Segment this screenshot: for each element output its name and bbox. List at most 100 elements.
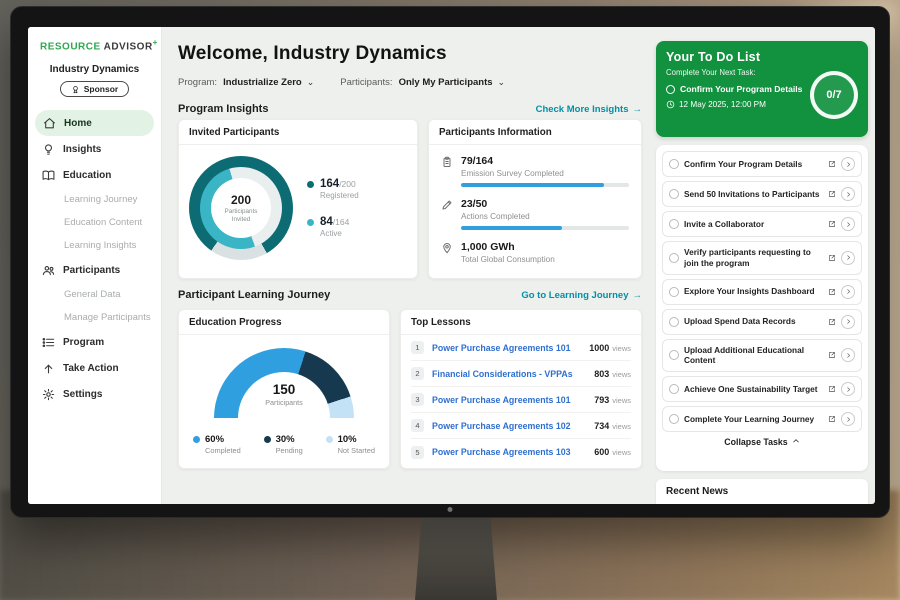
- progress-bar-fill: [461, 183, 604, 187]
- sidebar-item-education-content[interactable]: Education Content: [28, 211, 161, 234]
- chevron-right-icon[interactable]: [841, 250, 855, 265]
- arrow-right-icon: →: [632, 289, 643, 301]
- filter-program[interactable]: Program: Industrialize Zero ⌄: [178, 77, 314, 88]
- gauge-legend-item: 30% Pending: [263, 434, 303, 455]
- gauge-legend: 60% Completed 30% Pending 10% Not Started: [179, 434, 389, 455]
- page-title: Welcome, Industry Dynamics: [178, 43, 447, 64]
- insights-cards-row: Invited Participants 200 Participants In…: [178, 119, 642, 279]
- lesson-link[interactable]: Power Purchase Agreements 101: [432, 394, 571, 405]
- next-task-row[interactable]: Confirm Your Program Details: [666, 84, 816, 94]
- due-date-text: 12 May 2025, 12:00 PM: [679, 100, 766, 109]
- sidebar-item-manage-participants[interactable]: Manage Participants: [28, 306, 161, 329]
- todo-task-row[interactable]: Upload Spend Data Records: [662, 308, 862, 335]
- todo-subtitle: Complete Your Next Task:: [666, 68, 756, 77]
- logo-text-secondary: ADVISOR: [103, 41, 153, 53]
- legend-text: 164/200 Registered: [320, 178, 359, 200]
- participants-information-card: Participants Information 79/164 Emission …: [428, 119, 642, 279]
- monitor-power-led: [447, 507, 453, 512]
- todo-task-row[interactable]: Complete Your Learning Journey: [662, 406, 862, 433]
- chevron-right-icon[interactable]: [841, 284, 855, 299]
- chevron-right-icon[interactable]: [841, 157, 855, 171]
- lesson-link[interactable]: Power Purchase Agreements 102: [432, 420, 571, 431]
- donut-center: 200 Participants Invited: [211, 178, 271, 238]
- todo-panel: Your To Do List Complete Your Next Task:…: [654, 27, 875, 504]
- program-icon: [42, 336, 55, 349]
- stat-row: 79/164 Emission Survey Completed: [441, 155, 629, 187]
- task-checkbox[interactable]: [669, 189, 679, 199]
- legend-value: 30%: [275, 434, 295, 445]
- filter-value: Only My Participants: [398, 77, 493, 88]
- todo-task-list-card: Confirm Your Program Details Send 50 Invi…: [656, 145, 868, 471]
- education-progress-gauge-chart: 150 Participants: [214, 348, 354, 422]
- task-label: Confirm Your Program Details: [684, 158, 803, 169]
- todo-task-row[interactable]: Send 50 Invitations to Participants: [662, 181, 862, 207]
- task-checkbox[interactable]: [669, 159, 679, 169]
- section-title: Participant Learning Journey: [178, 289, 331, 301]
- logo-text-primary: RESOURCE: [40, 41, 101, 53]
- lesson-link[interactable]: Power Purchase Agreements 103: [432, 447, 571, 457]
- legend-value: 60%: [205, 434, 225, 445]
- todo-task-row[interactable]: Confirm Your Program Details: [662, 151, 862, 177]
- lesson-link[interactable]: Financial Considerations - VPPAs: [432, 368, 573, 379]
- lesson-views-suffix: views: [612, 448, 631, 457]
- task-checkbox[interactable]: [669, 252, 679, 263]
- task-checkbox[interactable]: [669, 286, 679, 297]
- insights-icon: [42, 143, 55, 156]
- collapse-tasks-button[interactable]: Collapse Tasks: [662, 437, 862, 447]
- go-to-learning-journey-link[interactable]: Go to Learning Journey →: [521, 289, 643, 301]
- gauge-center-value: 150: [272, 382, 296, 397]
- filter-label: Participants:: [340, 77, 393, 88]
- task-checkbox[interactable]: [669, 384, 679, 395]
- chevron-right-icon[interactable]: [841, 382, 855, 397]
- check-more-insights-link[interactable]: Check More Insights →: [535, 103, 642, 115]
- card-title: Top Lessons: [401, 310, 641, 335]
- task-checkbox[interactable]: [669, 414, 679, 425]
- sidebar-item-education[interactable]: Education: [28, 162, 161, 188]
- lesson-rank: 5: [411, 445, 424, 459]
- sidebar-item-program[interactable]: Program: [28, 329, 161, 355]
- sidebar-item-participants[interactable]: Participants: [28, 257, 161, 283]
- sponsor-badge: Sponsor: [59, 81, 130, 98]
- chevron-right-icon[interactable]: [841, 348, 855, 363]
- sidebar-item-learning-insights[interactable]: Learning Insights: [28, 234, 161, 257]
- progress-bar-track: [461, 183, 629, 187]
- donut-legend: 164/200 Registered 84/164 Active: [307, 156, 359, 260]
- chevron-right-icon[interactable]: [841, 187, 855, 201]
- lesson-row[interactable]: 2 Financial Considerations - VPPAs 803 view…: [411, 361, 631, 387]
- lesson-link[interactable]: Power Purchase Agreements 101: [432, 342, 571, 353]
- sidebar-item-take-action[interactable]: Take Action: [28, 355, 161, 381]
- external-link-icon: [828, 190, 836, 198]
- sidebar-item-learning-journey[interactable]: Learning Journey: [28, 188, 161, 211]
- lesson-row[interactable]: 5 Power Purchase Agreements 103 600 views: [411, 439, 631, 465]
- sidebar-item-label: Manage Participants: [64, 312, 151, 324]
- app-logo: RESOURCE ADVISOR+: [40, 38, 161, 52]
- task-checkbox[interactable]: [669, 219, 679, 229]
- sidebar-item-general-data[interactable]: General Data: [28, 283, 161, 306]
- todo-task-row[interactable]: Invite a Collaborator: [662, 211, 862, 237]
- external-link-icon: [828, 288, 836, 296]
- lesson-row[interactable]: 1 Power Purchase Agreements 101 1000 views: [411, 335, 631, 361]
- sidebar-item-label: Home: [64, 117, 92, 129]
- todo-task-row[interactable]: Explore Your Insights Dashboard: [662, 278, 862, 305]
- lesson-row[interactable]: 3 Power Purchase Agreements 101 793 views: [411, 387, 631, 413]
- task-checkbox[interactable]: [669, 350, 679, 361]
- task-checkbox[interactable]: [669, 316, 679, 327]
- sidebar-item-insights[interactable]: Insights: [28, 136, 161, 162]
- sidebar-item-settings[interactable]: Settings: [28, 381, 161, 407]
- todo-task-row[interactable]: Verify participants requesting to join t…: [662, 241, 862, 275]
- todo-task-row[interactable]: Achieve One Sustainability Target: [662, 376, 862, 403]
- filter-participants[interactable]: Participants: Only My Participants ⌄: [340, 77, 505, 88]
- chevron-right-icon[interactable]: [841, 412, 855, 427]
- chevron-right-icon[interactable]: [841, 217, 855, 231]
- chevron-right-icon[interactable]: [841, 314, 855, 329]
- sidebar-item-home[interactable]: Home: [35, 110, 154, 137]
- stat-label: Actions Completed: [461, 212, 530, 221]
- task-checkbox[interactable]: [666, 84, 675, 94]
- lesson-row[interactable]: 4 Power Purchase Agreements 102 734 views: [411, 413, 631, 439]
- dashboard-screen: RESOURCE ADVISOR+ Industry Dynamics Spon…: [28, 27, 875, 504]
- lesson-views-suffix: views: [612, 369, 631, 379]
- chevron-up-icon: [792, 437, 800, 447]
- stat-label: Total Global Consumption: [461, 255, 555, 264]
- task-label: Invite a Collaborator: [684, 218, 765, 229]
- todo-task-row[interactable]: Upload Additional Educational Content: [662, 338, 862, 373]
